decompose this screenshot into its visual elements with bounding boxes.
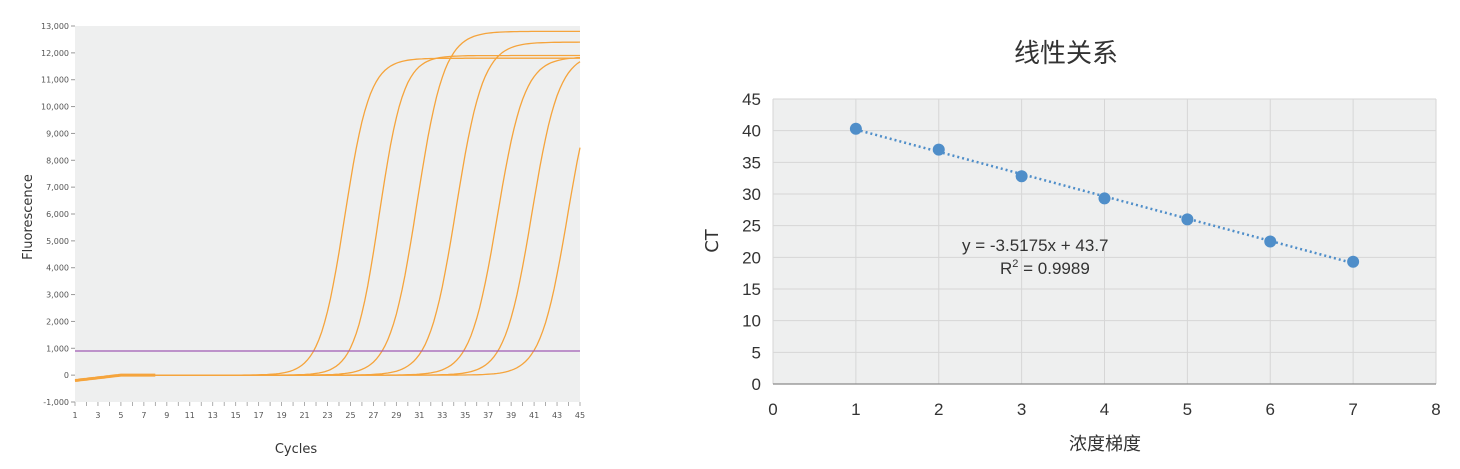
y-tick-label: 20 xyxy=(742,248,761,267)
y-tick-label: 15 xyxy=(742,280,761,299)
x-tick-label: 23 xyxy=(322,411,332,420)
x-tick-label: 13 xyxy=(208,411,218,420)
x-tick-label: 4 xyxy=(1100,400,1109,419)
y-tick-label: 13,000 xyxy=(41,22,69,31)
x-tick-label: 21 xyxy=(299,411,309,420)
y-tick-label: 11,000 xyxy=(41,76,69,85)
x-tick-label: 43 xyxy=(552,411,562,420)
data-point xyxy=(1264,235,1277,248)
x-tick-label: 39 xyxy=(506,411,516,420)
x-tick-label: 41 xyxy=(529,411,539,420)
y-tick-label: 12,000 xyxy=(41,49,69,58)
y-tick-label: 3,000 xyxy=(46,291,69,300)
x-tick-label: 2 xyxy=(934,400,943,419)
amplification-curves xyxy=(74,30,581,382)
x-tick-label: 7 xyxy=(1348,400,1357,419)
data-point xyxy=(932,143,945,156)
amplification-curve xyxy=(74,147,581,382)
y-tick-label: 25 xyxy=(742,217,761,236)
y-tick-label: 0 xyxy=(752,375,761,394)
x-tick-label: 45 xyxy=(575,411,585,420)
amplification-x-ticks: 1 3 5 7 9 11 13 15 17 19 21 23 25 27 29 31 33 35 37 39 41 43 4… xyxy=(72,402,585,420)
y-tick-label: 0 xyxy=(64,371,69,380)
linearity-x-ticks: 0 1 2 3 4 5 6 7 8 xyxy=(768,400,1440,419)
x-tick-label: 33 xyxy=(437,411,447,420)
x-tick-label: 35 xyxy=(460,411,470,420)
x-tick-label: 37 xyxy=(483,411,493,420)
x-tick-label: 3 xyxy=(1017,400,1026,419)
linearity-y-ticks: 0 5 10 15 20 25 30 35 40 45 xyxy=(742,90,761,394)
x-tick-label: 3 xyxy=(95,411,100,420)
x-tick-label: 19 xyxy=(276,411,286,420)
x-tick-label: 0 xyxy=(768,400,777,419)
y-tick-label: 35 xyxy=(742,153,761,172)
data-point xyxy=(849,122,862,135)
y-tick-label: 9,000 xyxy=(46,129,69,138)
y-tick-label: -1,000 xyxy=(43,398,69,407)
x-tick-label: 6 xyxy=(1266,400,1275,419)
x-tick-label: 25 xyxy=(345,411,355,420)
x-tick-label: 17 xyxy=(254,411,264,420)
y-tick-label: 40 xyxy=(742,122,761,141)
linearity-y-axis-label: CT xyxy=(702,228,723,253)
x-tick-label: 11 xyxy=(185,411,195,420)
data-point xyxy=(1015,170,1028,183)
data-point xyxy=(1347,255,1360,268)
y-tick-label: 10 xyxy=(742,312,761,331)
y-tick-label: 10,000 xyxy=(41,103,69,112)
x-tick-label: 1 xyxy=(851,400,860,419)
x-tick-label: 1 xyxy=(72,411,77,420)
x-tick-label: 15 xyxy=(231,411,241,420)
x-tick-label: 7 xyxy=(141,411,146,420)
y-tick-label: 1,000 xyxy=(46,344,69,353)
x-tick-label: 29 xyxy=(391,411,401,420)
x-tick-label: 27 xyxy=(368,411,378,420)
y-tick-label: 5 xyxy=(752,343,761,362)
r-squared-label: R2 = 0.9989 xyxy=(1000,258,1090,278)
x-tick-label: 31 xyxy=(414,411,424,420)
amplification-plot-area xyxy=(75,26,580,402)
data-point xyxy=(1098,192,1111,205)
x-tick-label: 5 xyxy=(1183,400,1192,419)
x-tick-label: 8 xyxy=(1431,400,1440,419)
amplification-x-axis-label: Cycles xyxy=(275,442,318,457)
y-tick-label: 30 xyxy=(742,185,761,204)
y-tick-label: 5,000 xyxy=(46,237,69,246)
trendline-equation: y = -3.5175x + 43.7 xyxy=(962,236,1109,255)
x-tick-label: 5 xyxy=(118,411,123,420)
y-tick-label: 6,000 xyxy=(46,210,69,219)
linearity-points xyxy=(849,122,1360,268)
baseline-bundle xyxy=(74,373,156,382)
data-point xyxy=(1181,213,1194,226)
y-tick-label: 4,000 xyxy=(46,264,69,273)
amplification-y-axis-label: Fluorescence xyxy=(21,174,36,260)
linearity-chart-title: 线性关系 xyxy=(1014,39,1118,69)
y-tick-label: 7,000 xyxy=(46,183,69,192)
y-tick-label: 2,000 xyxy=(46,317,69,326)
amplification-y-ticks: -1,000 0 1,000 2,000 3,000 4,000 5,000 6,000 7,0… xyxy=(41,22,75,407)
amplification-chart: -1,000 0 1,000 2,000 3,000 4,000 5,000 6,000 7,0… xyxy=(21,22,585,457)
y-tick-label: 8,000 xyxy=(46,156,69,165)
linearity-x-axis-label: 浓度梯度 xyxy=(1069,434,1141,455)
x-tick-label: 9 xyxy=(164,411,169,420)
y-tick-label: 45 xyxy=(742,90,761,109)
